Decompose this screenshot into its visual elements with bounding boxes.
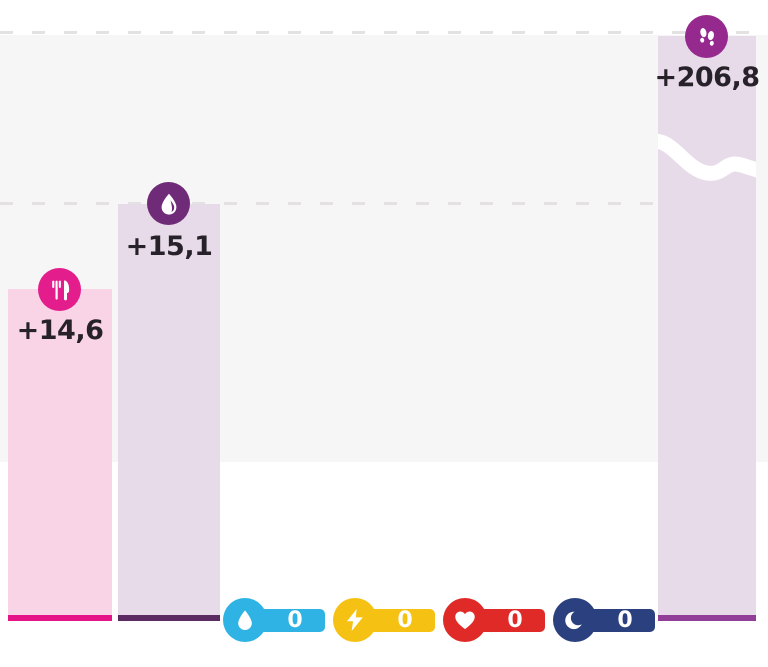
bar-meals-value-label: +14,6	[16, 315, 104, 346]
pill-energy-value: 0	[397, 608, 413, 633]
water-drop-icon	[238, 610, 252, 630]
pill-energy-circle	[333, 598, 377, 642]
bar-burn-baseline	[118, 615, 220, 621]
footsteps-icon	[699, 27, 714, 46]
burn-badge	[147, 182, 190, 225]
heart-icon	[455, 611, 475, 630]
plot-background	[0, 35, 768, 462]
pill-heart[interactable]: 0	[443, 598, 547, 642]
pill-heart-circle	[443, 598, 487, 642]
pill-water[interactable]: 0	[223, 598, 327, 642]
guide-line-top	[0, 31, 768, 34]
steps-badge	[685, 15, 728, 58]
axis-break-wave	[658, 134, 756, 181]
pill-water-value: 0	[287, 608, 303, 633]
pill-heart-value: 0	[507, 608, 523, 633]
bar-meals-baseline	[8, 615, 112, 621]
pill-sleep-value: 0	[617, 608, 633, 633]
pill-sleep-circle	[553, 598, 597, 642]
bar-steps[interactable]	[658, 36, 756, 621]
bar-meals[interactable]	[8, 289, 112, 621]
guide-line-mid	[0, 202, 768, 205]
flame-icon	[161, 193, 176, 215]
meals-badge	[38, 268, 81, 311]
crescent-moon-icon	[565, 610, 586, 630]
pill-sleep[interactable]: 0	[553, 598, 657, 642]
pill-water-circle	[223, 598, 267, 642]
bar-steps-baseline	[658, 615, 756, 621]
bar-steps-value-label: +206,8	[654, 62, 760, 93]
bar-burn[interactable]	[118, 204, 220, 621]
lightning-bolt-icon	[346, 608, 363, 632]
cutlery-icon	[51, 279, 69, 300]
pill-energy[interactable]: 0	[333, 598, 437, 642]
bar-burn-value-label: +15,1	[125, 231, 213, 262]
